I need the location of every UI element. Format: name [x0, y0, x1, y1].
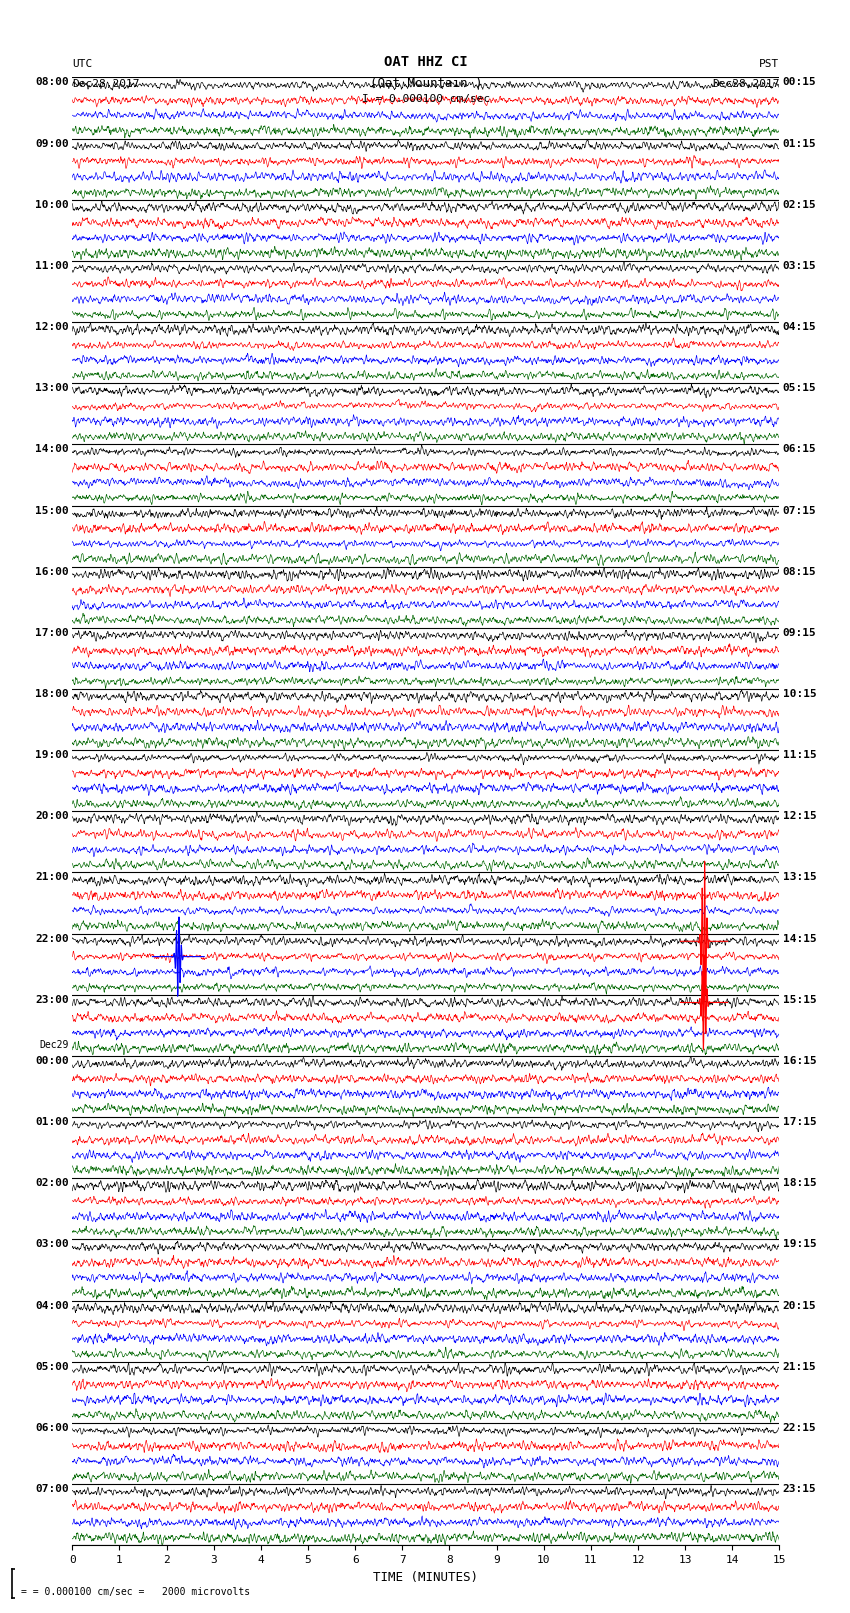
Text: Dec28,2017: Dec28,2017 [712, 79, 779, 89]
Text: I = 0.000100 cm/sec: I = 0.000100 cm/sec [362, 94, 490, 103]
Text: 00:15: 00:15 [783, 77, 817, 87]
Text: 14:15: 14:15 [783, 934, 817, 944]
Text: 22:15: 22:15 [783, 1423, 817, 1432]
Text: 09:00: 09:00 [35, 139, 69, 148]
Text: 11:00: 11:00 [35, 261, 69, 271]
Text: 07:00: 07:00 [35, 1484, 69, 1494]
Text: 08:00: 08:00 [35, 77, 69, 87]
Text: 18:00: 18:00 [35, 689, 69, 698]
Text: = = 0.000100 cm/sec =   2000 microvolts: = = 0.000100 cm/sec = 2000 microvolts [21, 1587, 251, 1597]
Text: 23:15: 23:15 [783, 1484, 817, 1494]
Text: 09:15: 09:15 [783, 627, 817, 637]
Text: UTC: UTC [72, 60, 93, 69]
Text: 06:00: 06:00 [35, 1423, 69, 1432]
Text: OAT HHZ CI: OAT HHZ CI [384, 55, 468, 69]
Text: 02:00: 02:00 [35, 1177, 69, 1189]
Text: 05:00: 05:00 [35, 1361, 69, 1371]
Text: 16:15: 16:15 [783, 1057, 817, 1066]
Text: 15:15: 15:15 [783, 995, 817, 1005]
Text: 10:00: 10:00 [35, 200, 69, 210]
Text: 05:15: 05:15 [783, 384, 817, 394]
Text: 01:15: 01:15 [783, 139, 817, 148]
Text: 14:00: 14:00 [35, 445, 69, 455]
Text: 20:00: 20:00 [35, 811, 69, 821]
Text: 12:15: 12:15 [783, 811, 817, 821]
Text: 19:15: 19:15 [783, 1239, 817, 1250]
Text: 00:00: 00:00 [35, 1057, 69, 1066]
Text: 02:15: 02:15 [783, 200, 817, 210]
Text: 17:15: 17:15 [783, 1118, 817, 1127]
Text: 20:15: 20:15 [783, 1300, 817, 1311]
Text: 23:00: 23:00 [35, 995, 69, 1005]
Text: 21:00: 21:00 [35, 873, 69, 882]
Text: 19:00: 19:00 [35, 750, 69, 760]
Text: 03:15: 03:15 [783, 261, 817, 271]
Text: Dec28,2017: Dec28,2017 [72, 79, 139, 89]
Text: 03:00: 03:00 [35, 1239, 69, 1250]
Text: 01:00: 01:00 [35, 1118, 69, 1127]
Text: 21:15: 21:15 [783, 1361, 817, 1371]
Text: 16:00: 16:00 [35, 566, 69, 577]
Text: 11:15: 11:15 [783, 750, 817, 760]
Text: 17:00: 17:00 [35, 627, 69, 637]
Text: 15:00: 15:00 [35, 505, 69, 516]
X-axis label: TIME (MINUTES): TIME (MINUTES) [373, 1571, 479, 1584]
Text: 04:15: 04:15 [783, 323, 817, 332]
Text: 12:00: 12:00 [35, 323, 69, 332]
Text: 18:15: 18:15 [783, 1177, 817, 1189]
Text: 13:00: 13:00 [35, 384, 69, 394]
Text: (Oat Mountain ): (Oat Mountain ) [370, 77, 482, 90]
Text: PST: PST [759, 60, 779, 69]
Text: Dec29: Dec29 [39, 1039, 69, 1050]
Text: 07:15: 07:15 [783, 505, 817, 516]
Text: 13:15: 13:15 [783, 873, 817, 882]
Text: 22:00: 22:00 [35, 934, 69, 944]
Text: 06:15: 06:15 [783, 445, 817, 455]
Text: 08:15: 08:15 [783, 566, 817, 577]
Text: 04:00: 04:00 [35, 1300, 69, 1311]
Text: 10:15: 10:15 [783, 689, 817, 698]
